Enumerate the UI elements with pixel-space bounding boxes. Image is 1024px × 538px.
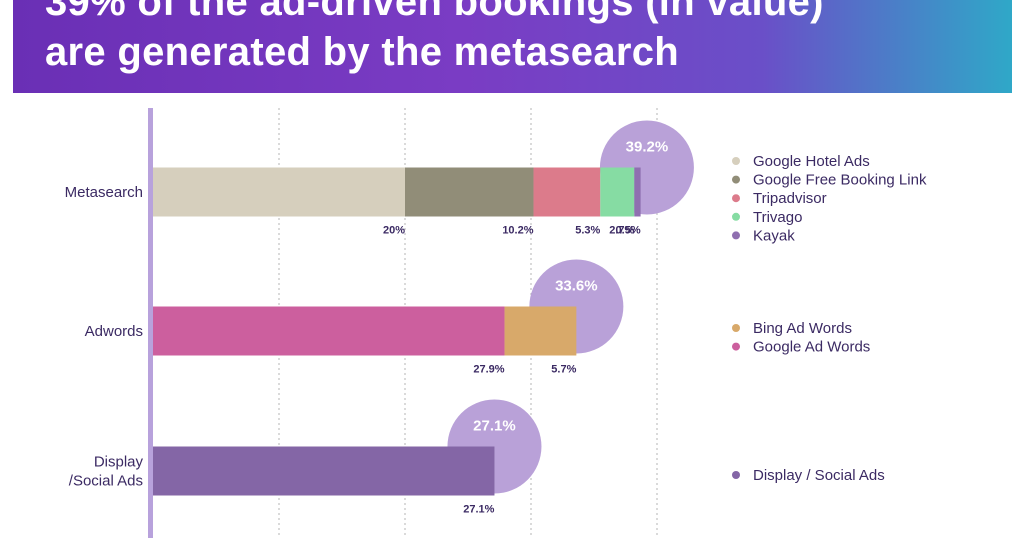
legend-label: Google Hotel Ads — [753, 153, 870, 170]
total-label: 33.6% — [555, 278, 598, 295]
bar-segment — [600, 167, 635, 217]
segment-value-label: 5.7% — [551, 364, 576, 376]
legend-dot — [732, 231, 740, 240]
title-banner: 39% of the ad-driven bookings (in value)… — [13, 0, 1012, 93]
bar-segment — [504, 306, 577, 356]
legend-label: Display / Social Ads — [753, 467, 885, 484]
legend-dot — [732, 324, 740, 332]
category-label: /Social Ads — [69, 473, 143, 490]
category-label: Display — [94, 454, 144, 471]
legend-label: Google Ad Words — [753, 339, 870, 356]
chart-title-line-1: 39% of the ad-driven bookings (in value) — [45, 0, 824, 24]
legend-dot — [732, 157, 740, 165]
segment-value-label: 20% — [383, 225, 405, 237]
segment-value-label: 2.7% — [609, 225, 634, 237]
legend-label: Tripadvisor — [753, 190, 827, 207]
legend-dot — [732, 212, 740, 221]
bar-segment — [153, 306, 505, 356]
segment-value-label: 10.2% — [502, 225, 533, 237]
segment-value-label: 5.3% — [575, 225, 600, 237]
category-label: Metasearch — [65, 184, 143, 201]
y-axis — [148, 108, 153, 538]
bar-segment — [153, 446, 495, 496]
legend-label: Google Free Booking Link — [753, 172, 927, 189]
segment-value-label: 27.1% — [463, 504, 494, 516]
legend-dot — [732, 342, 740, 351]
bar-segment — [153, 167, 405, 217]
legend-label: Bing Ad Words — [753, 320, 852, 337]
legend-label: Kayak — [753, 227, 795, 244]
legend-dot — [732, 194, 740, 203]
legend-dot — [732, 175, 740, 184]
bar-segment — [405, 167, 534, 217]
segment-value-label: 0.5% — [616, 225, 641, 237]
bar-segment — [533, 167, 601, 217]
category-label: Adwords — [85, 323, 143, 340]
total-label: 27.1% — [473, 418, 516, 435]
legend-label: Trivago — [753, 209, 802, 226]
chart-title-line-2: are generated by the metasearch — [45, 30, 680, 74]
bar-segment — [634, 167, 641, 217]
total-label: 39.2% — [626, 139, 669, 156]
segment-value-label: 27.9% — [473, 364, 504, 376]
legend-dot — [732, 471, 740, 479]
